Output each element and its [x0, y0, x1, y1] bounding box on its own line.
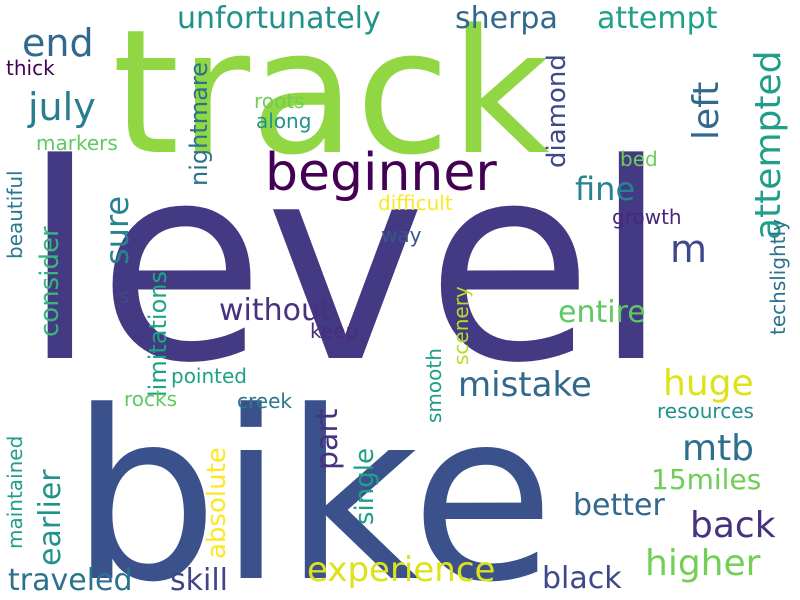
cloud-word-mistake: mistake [458, 365, 592, 405]
cloud-word-earlier: earlier [33, 469, 68, 566]
cloud-word-unfortunately: unfortunately [177, 1, 381, 36]
cloud-word-limitations: limitations [144, 271, 172, 397]
cloud-word-sure: sure [98, 196, 136, 265]
cloud-word-skill: skill [170, 563, 228, 598]
cloud-word-markers: markers [36, 131, 118, 155]
cloud-word-track: track [112, 0, 550, 193]
cloud-word-15miles: 15miles [651, 463, 761, 496]
cloud-word-july: july [27, 85, 96, 129]
cloud-word-m: m [670, 227, 707, 271]
cloud-word-techslightly: techslightly [766, 219, 790, 335]
cloud-word-maintained: maintained [3, 436, 27, 549]
cloud-word-without: without [219, 293, 332, 328]
cloud-word-back: back [690, 505, 776, 546]
cloud-word-s: s [119, 284, 129, 308]
cloud-word-mtb: mtb [682, 428, 754, 469]
cloud-word-diamond: diamond [542, 54, 572, 168]
cloud-word-thick: thick [6, 56, 55, 80]
cloud-word-better: better [573, 488, 665, 523]
cloud-word-single: single [350, 448, 380, 525]
cloud-word-level: level [22, 107, 669, 423]
cloud-word-left: left [686, 82, 727, 140]
cloud-word-part: part [310, 408, 345, 470]
cloud-word-pointed: pointed [171, 364, 247, 388]
cloud-word-along: along [256, 109, 311, 133]
cloud-word-consider: consider [35, 226, 65, 337]
cloud-word-scenery: scenery [449, 286, 473, 365]
cloud-word-beginner: beginner [265, 143, 497, 203]
cloud-word-absolute: absolute [202, 447, 232, 559]
cloud-word-growth: growth [612, 205, 682, 229]
cloud-word-sherpa: sherpa [455, 1, 558, 36]
cloud-word-rocks: rocks [124, 387, 177, 411]
cloud-word-attempted: attempted [748, 51, 789, 240]
cloud-word-creek: creek [237, 389, 292, 413]
cloud-word-beautiful: beautiful [3, 170, 27, 259]
cloud-word-attempt: attempt [597, 1, 718, 36]
cloud-word-difficult: difficult [378, 191, 453, 215]
cloud-word-black: black [542, 561, 622, 596]
cloud-word-way: way [381, 223, 422, 247]
cloud-word-entire: entire [558, 295, 646, 330]
cloud-word-bed: bed [620, 147, 658, 171]
cloud-word-higher: higher [645, 543, 761, 584]
cloud-word-huge: huge [663, 363, 754, 404]
cloud-word-experience: experience [307, 550, 495, 590]
cloud-word-keep: keep [310, 319, 358, 343]
cloud-word-nightmare: nightmare [185, 62, 213, 186]
cloud-word-bike: bike [70, 362, 555, 600]
cloud-word-roots: roots [254, 89, 305, 113]
cloud-word-traveled: traveled [8, 563, 133, 598]
cloud-word-smooth: smooth [422, 348, 446, 423]
cloud-word-fine: fine [575, 170, 635, 208]
cloud-word-resources: resources [657, 399, 754, 423]
cloud-word-end: end [22, 21, 94, 65]
